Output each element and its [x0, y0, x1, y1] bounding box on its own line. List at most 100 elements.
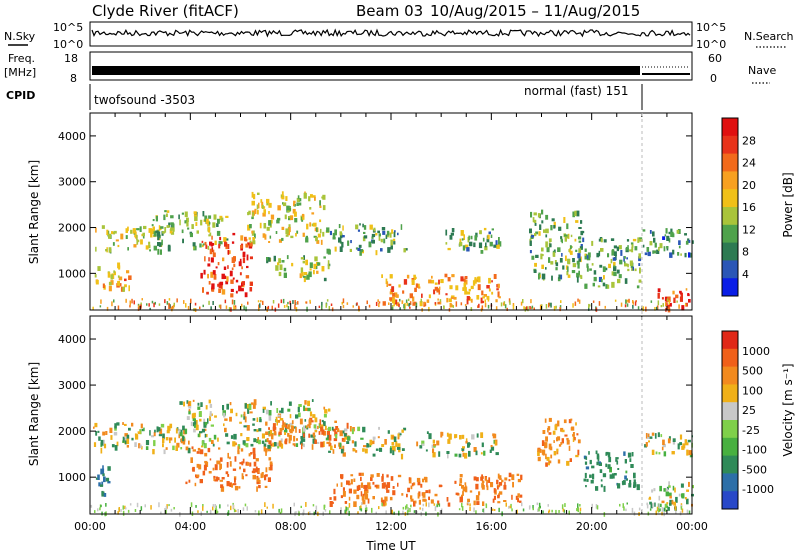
velocity-cell [264, 448, 268, 453]
velocity-cell [278, 420, 281, 423]
power-cell [529, 250, 532, 254]
velocity-cell [222, 405, 225, 411]
velocity-cell [124, 505, 126, 510]
power-cell [631, 244, 634, 248]
velocity-cell [542, 510, 544, 514]
power-cell [391, 229, 394, 234]
power-cell [533, 270, 537, 273]
velocity-cell [311, 420, 314, 423]
power-cell [636, 285, 640, 289]
velocity-cell [662, 443, 666, 448]
velocity-cell [139, 444, 142, 448]
velocity-cell [258, 510, 260, 516]
velocity-cell [229, 482, 232, 487]
velocity-cell [360, 476, 362, 481]
velocity-cell [636, 484, 640, 491]
power-cell [451, 304, 453, 308]
power-cell [251, 191, 254, 198]
velocity-colorbar-tick: -25 [742, 424, 760, 437]
power-cell [558, 226, 562, 231]
velocity-cell [508, 472, 512, 478]
power-cell [584, 253, 588, 260]
power-cell [484, 302, 487, 308]
velocity-cell [691, 485, 694, 489]
velocity-cell [399, 433, 402, 436]
power-cell [393, 292, 398, 298]
velocity-cell [401, 493, 404, 496]
power-cell [285, 228, 289, 235]
power-cell [289, 300, 291, 305]
velocity-cell [248, 453, 251, 457]
power-cell [272, 300, 275, 304]
velocity-cell [226, 462, 229, 468]
velocity-cell [379, 447, 383, 452]
velocity-cell [666, 505, 669, 509]
velocity-cell [324, 509, 327, 512]
power-cell [293, 203, 296, 207]
power-cell [445, 242, 448, 245]
velocity-cell [615, 457, 619, 460]
velocity-cell [262, 408, 265, 413]
power-cell [305, 237, 309, 243]
velocity-cell [328, 434, 332, 441]
velocity-cell [190, 457, 193, 463]
power-cell [589, 268, 592, 271]
power-cell [105, 249, 108, 252]
power-cell [224, 242, 228, 247]
velocity-cell [422, 492, 426, 498]
velocity-cell [152, 449, 155, 455]
velocity-cell [220, 484, 224, 488]
velocity-cell [277, 414, 281, 417]
velocity-cell [609, 474, 613, 479]
velocity-cell [187, 401, 191, 407]
velocity-cell [174, 437, 176, 443]
power-cell [219, 241, 223, 245]
power-cell [219, 304, 222, 309]
velocity-cell [201, 440, 204, 445]
power-cell [208, 281, 211, 285]
velocity-cell [378, 506, 380, 509]
velocity-cell [458, 508, 461, 511]
velocity-cell [407, 487, 410, 493]
power-cell [669, 252, 673, 258]
power-cell [506, 307, 508, 311]
velocity-cell [623, 451, 626, 456]
velocity-cell [314, 417, 318, 423]
velocity-ylabel: Slant Range [km] [27, 362, 41, 466]
velocity-cell [205, 434, 208, 438]
power-cell [541, 220, 544, 224]
power-cell [625, 299, 627, 304]
velocity-cell [539, 505, 541, 509]
velocity-cell [268, 415, 272, 421]
power-cell [642, 229, 646, 232]
power-cell [426, 299, 430, 303]
velocity-cell [619, 503, 621, 507]
power-cell [584, 248, 587, 252]
velocity-cell [669, 495, 672, 499]
velocity-cell [244, 503, 247, 507]
velocity-cell [207, 418, 209, 424]
power-cell [497, 291, 500, 298]
velocity-cell [333, 438, 338, 442]
power-cell [533, 219, 537, 223]
velocity-cell [584, 472, 587, 479]
power-cell [645, 306, 647, 312]
station-title: Clyde River (fitACF) [92, 2, 239, 20]
power-cell [246, 254, 249, 261]
velocity-cell [199, 418, 202, 422]
power-cell [316, 227, 318, 233]
power-cell [487, 298, 490, 302]
velocity-cell [591, 465, 595, 469]
velocity-cell [469, 490, 473, 493]
power-cell [247, 301, 249, 305]
velocity-cell [159, 428, 163, 435]
power-cell [607, 284, 610, 289]
velocity-colorbar-tick: 100 [742, 384, 763, 397]
power-cell [241, 266, 243, 270]
velocity-cell [268, 433, 271, 437]
power-cell [115, 239, 119, 242]
power-cell [231, 299, 234, 305]
power-cell [600, 248, 604, 252]
velocity-cell [179, 401, 183, 405]
power-cell [173, 302, 175, 307]
